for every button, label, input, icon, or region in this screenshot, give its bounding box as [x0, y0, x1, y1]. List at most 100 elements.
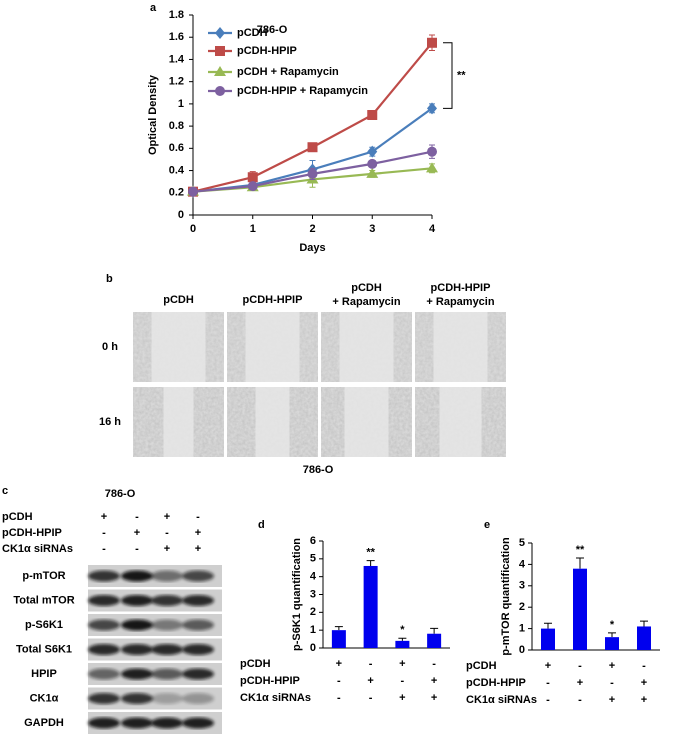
condition-sign: + — [399, 692, 405, 704]
cell-line: 786-O — [105, 488, 136, 500]
blot-band — [151, 644, 183, 655]
y-tick-label: 0 — [519, 644, 525, 656]
blot-band — [182, 717, 214, 729]
y-axis-label: p-S6K1 quantification — [291, 538, 303, 651]
bar — [541, 628, 555, 650]
panel-label: c — [2, 485, 8, 497]
condition-sign: + — [164, 543, 170, 555]
condition-sign: - — [102, 527, 106, 539]
wound-gap — [344, 387, 389, 457]
marker — [427, 146, 437, 157]
error-bar — [366, 560, 375, 566]
x-axis-label: Days — [299, 242, 325, 254]
y-tick-label: 3 — [519, 580, 525, 592]
blot-band — [88, 668, 120, 680]
y-tick-label: 4 — [519, 558, 526, 570]
blot-label: HPIP — [31, 668, 57, 680]
panel-label: d — [258, 519, 265, 531]
blot-label: p-S6K1 — [25, 619, 63, 631]
condition-sign: - — [432, 658, 436, 670]
condition-sign: + — [609, 660, 615, 672]
marker — [366, 167, 379, 178]
condition-sign: - — [135, 543, 139, 555]
condition-sign: + — [367, 675, 373, 687]
y-tick-label: 1.8 — [169, 9, 184, 21]
bar — [427, 633, 442, 648]
condition-sign: + — [399, 658, 405, 670]
x-tick-label: 2 — [309, 223, 315, 235]
y-tick-label: 5 — [519, 537, 525, 549]
y-tick-label: 4 — [310, 571, 317, 583]
condition-sign: - — [135, 511, 139, 523]
row-label: 0 h — [102, 341, 118, 353]
significance-label: * — [400, 624, 405, 636]
condition-sign: + — [195, 527, 201, 539]
chart-title: 786-O — [257, 24, 288, 36]
row-label: 16 h — [99, 416, 121, 428]
blot-band — [182, 619, 214, 631]
y-tick-label: 0.8 — [169, 120, 184, 132]
legend-marker — [215, 86, 225, 96]
legend-label: pCDH-HPIP — [237, 45, 297, 57]
condition-sign: + — [164, 511, 170, 523]
blot-label: GAPDH — [24, 717, 64, 729]
bar — [363, 565, 378, 648]
blot-band — [88, 570, 120, 582]
wound-gap — [151, 312, 206, 382]
bar — [331, 630, 346, 648]
blot-label: Total S6K1 — [16, 643, 72, 655]
y-tick-label: 2 — [310, 606, 316, 618]
marker — [427, 102, 437, 115]
significance-label: ** — [576, 544, 585, 556]
condition-sign: - — [401, 675, 405, 687]
marker — [188, 186, 198, 197]
condition-sign: + — [577, 677, 583, 689]
y-tick-label: 0 — [310, 642, 316, 654]
condition-sign: - — [610, 677, 614, 689]
caption: 786-O — [303, 464, 334, 476]
condition-sign: - — [102, 543, 106, 555]
wound-gap — [255, 387, 290, 457]
condition-sign: - — [642, 660, 646, 672]
legend-marker — [215, 46, 225, 56]
legend-marker — [214, 66, 226, 76]
wound-gap — [163, 387, 194, 457]
y-tick-label: 1.6 — [169, 31, 184, 43]
blot-band — [151, 693, 183, 704]
condition-sign: - — [578, 694, 582, 706]
condition-sign: + — [545, 660, 551, 672]
marker — [247, 172, 258, 183]
wound-gap — [339, 312, 394, 382]
error-bar — [608, 632, 616, 638]
y-tick-label: 1 — [310, 624, 316, 636]
condition-sign: + — [431, 692, 437, 704]
error-bar — [334, 626, 343, 631]
condition-sign: - — [546, 677, 550, 689]
blot-band — [121, 595, 153, 606]
bar — [605, 637, 619, 650]
marker — [307, 168, 318, 179]
condition-sign: - — [369, 692, 373, 704]
error-bar — [398, 637, 407, 641]
legend-label: pCDH + Rapamycin — [237, 66, 339, 78]
marker — [427, 37, 437, 48]
blot-label: Total mTOR — [13, 594, 74, 606]
marker — [426, 162, 438, 173]
condition-sign: + — [195, 543, 201, 555]
blot-band — [151, 570, 183, 582]
blot-band — [121, 668, 153, 680]
x-tick-label: 4 — [429, 223, 436, 235]
panel-label: b — [106, 273, 113, 285]
condition-label: pCDH — [466, 660, 497, 672]
condition-label: CK1α siRNAs — [466, 694, 537, 706]
blot-band — [121, 693, 153, 704]
condition-sign: - — [337, 675, 341, 687]
y-tick-label: 0.2 — [169, 187, 184, 199]
legend-marker — [215, 27, 225, 39]
y-axis-label: Optical Density — [147, 74, 159, 155]
x-tick-label: 0 — [190, 223, 196, 235]
condition-sign: + — [641, 677, 647, 689]
error-bar — [544, 622, 552, 629]
condition-sign: + — [101, 511, 107, 523]
marker — [367, 110, 378, 120]
